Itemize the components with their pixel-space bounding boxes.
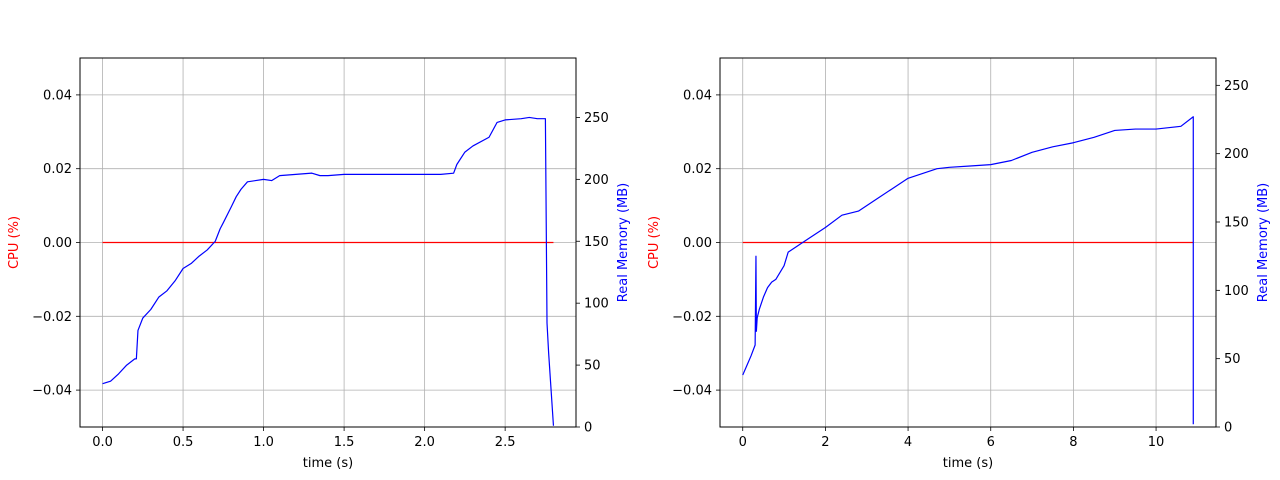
x-tick-label: 0.0 — [92, 435, 113, 450]
x-tick-label: 8 — [1069, 435, 1077, 450]
x-axis-title: time (s) — [303, 456, 353, 471]
memory-series-line — [102, 116, 555, 426]
chart-2: 0 2 4 6 8 10 −0.04 −0.02 0.00 0.02 0.04 0 50 100 150 20… — [647, 57, 1271, 471]
x-tick-label: 2.5 — [495, 435, 516, 450]
x-tick-label: 0 — [739, 435, 747, 450]
y-left-tick-label: 0.04 — [683, 88, 712, 103]
x-tick-label: 0.5 — [173, 435, 194, 450]
y-left-axis-title: CPU (%) — [647, 216, 662, 269]
y-right-tick-label: 250 — [1224, 79, 1249, 94]
y-right-tick-label: 100 — [584, 297, 609, 312]
y-right-tick-label: 50 — [1224, 352, 1241, 367]
y-right-tick-label: 100 — [1224, 284, 1249, 299]
x-tick-label: 10 — [1148, 435, 1165, 450]
y-left-tick-label: −0.04 — [32, 384, 72, 399]
memory-series-line — [742, 116, 1194, 425]
y-left-tick-label: 0.00 — [43, 236, 72, 251]
y-left-tick-label: 0.02 — [43, 162, 72, 177]
y-right-tick-label: 0 — [1224, 421, 1232, 436]
chart-1: 0.0 0.5 1.0 1.5 2.0 2.5 −0.04 −0.02 0.00 0.02 0.04… — [7, 57, 631, 471]
x-tick-label: 4 — [904, 435, 912, 450]
y-left-tick-label: 0.00 — [683, 236, 712, 251]
y-right-tick-label: 0 — [584, 421, 592, 436]
x-axis-title: time (s) — [943, 456, 993, 471]
y-left-tick-label: −0.02 — [32, 310, 72, 325]
y-left-axis-title: CPU (%) — [7, 216, 22, 269]
y-right-axis-title: Real Memory (MB) — [616, 183, 631, 302]
x-tick-label: 1.5 — [334, 435, 355, 450]
x-tick-label: 6 — [987, 435, 995, 450]
y-right-tick-label: 150 — [584, 235, 609, 250]
y-right-tick-label: 250 — [584, 111, 609, 126]
y-left-tick-label: −0.02 — [672, 310, 712, 325]
x-tick-label: 1.0 — [253, 435, 274, 450]
y-left-tick-label: −0.04 — [672, 384, 712, 399]
y-left-tick-label: 0.02 — [683, 162, 712, 177]
y-right-tick-label: 150 — [1224, 216, 1249, 231]
y-right-tick-label: 50 — [584, 359, 601, 374]
y-right-axis-title: Real Memory (MB) — [1256, 183, 1271, 302]
y-right-tick-label: 200 — [1224, 147, 1249, 162]
y-left-tick-label: 0.04 — [43, 88, 72, 103]
y-right-tick-label: 200 — [584, 173, 609, 188]
x-tick-label: 2 — [821, 435, 829, 450]
x-tick-label: 2.0 — [414, 435, 435, 450]
